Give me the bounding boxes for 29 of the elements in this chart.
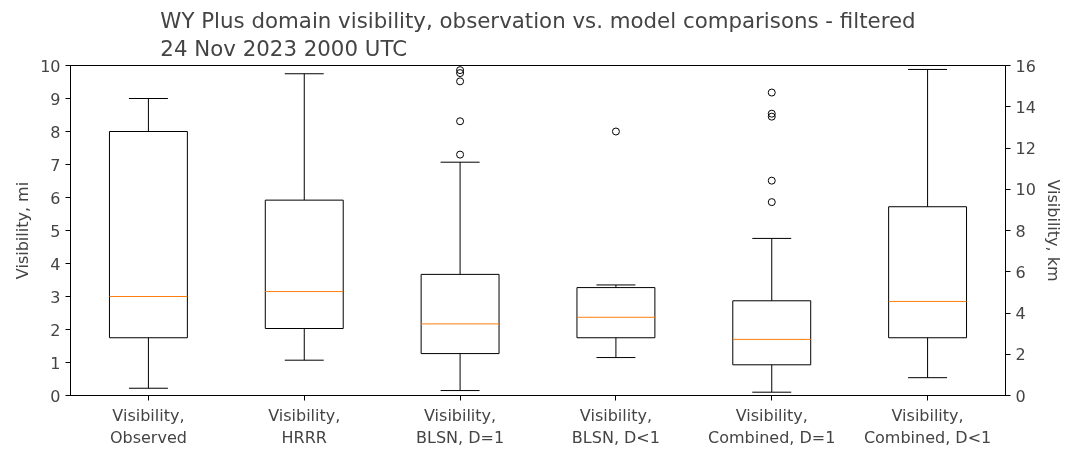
y-tick-label: 7 (50, 155, 61, 175)
x-tick-label: Visibility, Combined, D<1 (863, 405, 992, 448)
x-tick-label: Visibility, Combined, D=1 (708, 405, 836, 448)
chart-title: WY Plus domain visibility, observation vs. model comparisons - filtered 24 Nov 2023 2000 UTC (160, 8, 916, 61)
y2-tick-label: 12 (1015, 139, 1036, 158)
x-tick-label: Visibility, Observed (109, 405, 187, 448)
y-tick-label: 8 (50, 122, 61, 142)
x-tick-label: Visibility, HRRR (268, 405, 341, 448)
y2-tick-label: 8 (1015, 221, 1026, 241)
y-tick-label: 1 (50, 353, 61, 373)
y2-tick-label: 4 (1015, 304, 1026, 323)
y2-tick-label: 10 (1015, 180, 1036, 200)
y-tick-label: 6 (50, 188, 61, 208)
y2-tick-label: 14 (1015, 97, 1036, 117)
x-tick-label: Visibility, BLSN, D=1 (416, 405, 505, 448)
y-tick-label: 2 (50, 320, 61, 340)
y2-tick-label: 0 (1015, 386, 1026, 406)
y-tick-label: 3 (50, 287, 61, 307)
y2-tick-label: 6 (1015, 262, 1026, 282)
y-tick-label: 0 (50, 386, 61, 406)
y2-tick-label: 2 (1015, 345, 1026, 365)
y-tick-label: 5 (50, 221, 61, 241)
y2-tick-label: 16 (1015, 56, 1036, 76)
y-axis-title: Visibility, mi (13, 181, 33, 280)
y-tick-label: 9 (50, 89, 61, 109)
y-tick-label: 10 (40, 56, 61, 76)
x-tick-label: Visibility, BLSN, D<1 (571, 405, 660, 448)
y-tick-label: 4 (50, 254, 61, 274)
y2-axis-title: Visibility, km (1043, 179, 1063, 282)
